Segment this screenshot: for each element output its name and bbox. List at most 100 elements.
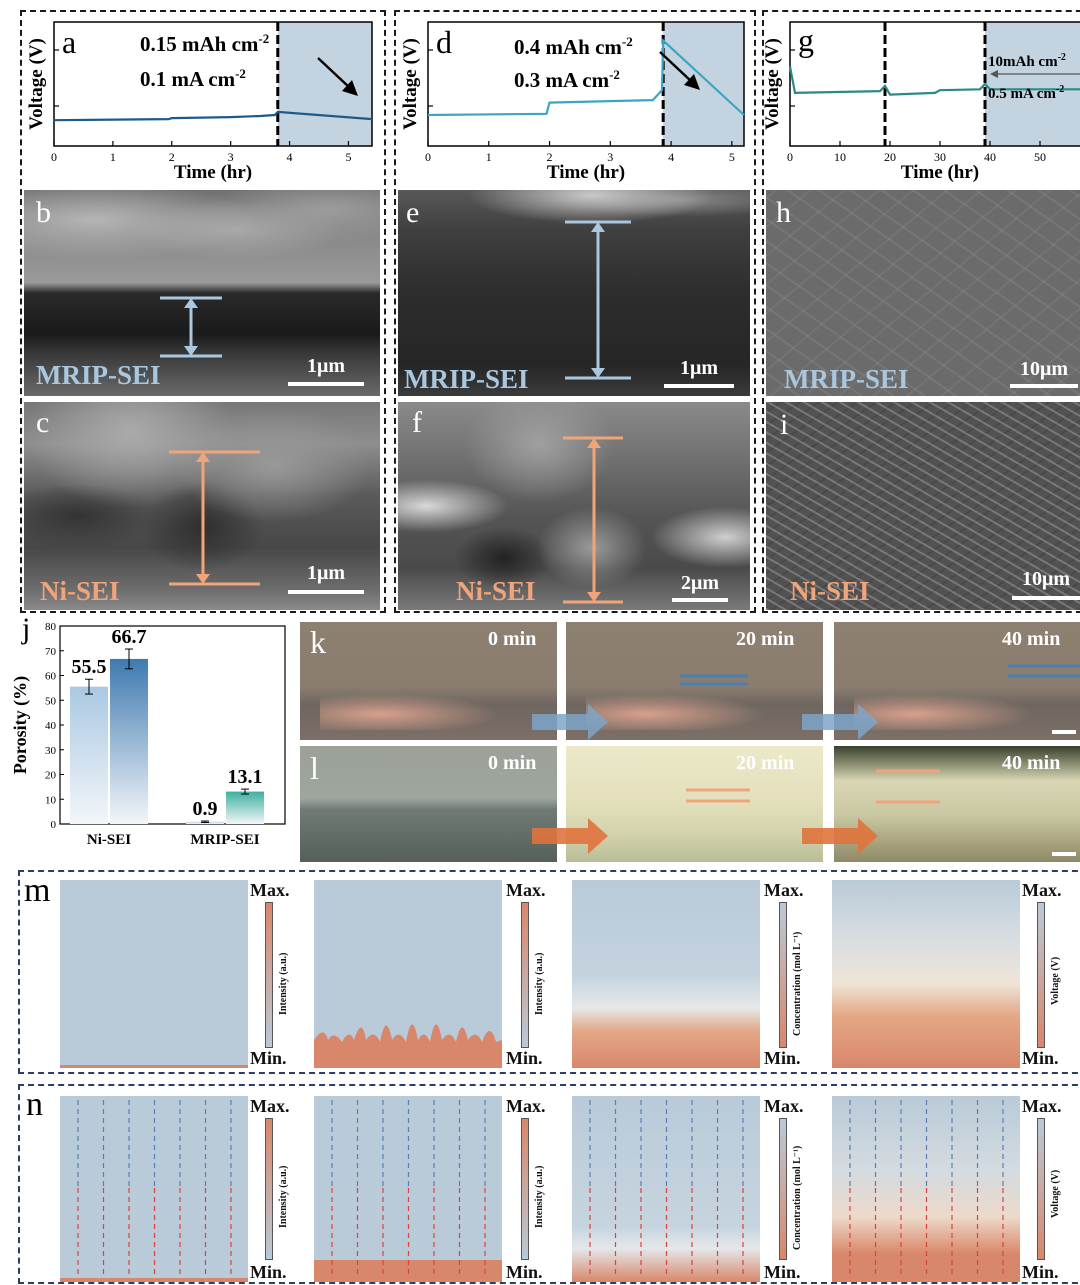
j-y-tick-label: 80 bbox=[45, 621, 57, 633]
scale-text-h: 10μm bbox=[1020, 358, 1068, 380]
cb-m3-min: Min. bbox=[764, 1048, 801, 1068]
sem-texture-b bbox=[24, 190, 380, 290]
scale-text-c: 1μm bbox=[307, 562, 345, 584]
cb-m4-title: Voltage (V) bbox=[1050, 956, 1061, 1005]
trend-arrow-line bbox=[659, 51, 693, 83]
cb-n3-max: Max. bbox=[764, 1096, 804, 1116]
scale-bar-b bbox=[288, 382, 364, 386]
chart-g-capacity: 10mAh cm bbox=[988, 54, 1058, 70]
sem-image-h bbox=[766, 190, 1080, 396]
cb-n4-max: Max. bbox=[1022, 1096, 1062, 1116]
j-y-tick-label: 70 bbox=[45, 646, 57, 658]
panel-letter-j: j bbox=[22, 612, 31, 645]
d-x-tick-label: 5 bbox=[729, 150, 735, 164]
scale-bar-h bbox=[1010, 384, 1078, 388]
cb-m2-min: Min. bbox=[506, 1048, 543, 1068]
panel-letter-b: b bbox=[36, 196, 51, 229]
time-label-l3: 40 min bbox=[1002, 752, 1061, 774]
cb-m1-title: Intensity (a.u.) bbox=[278, 952, 289, 1015]
cb-n4-bar bbox=[1037, 1118, 1045, 1260]
group-frame-d-f bbox=[394, 10, 756, 613]
panel-letter-l: l bbox=[310, 750, 319, 786]
cb-n1-bar bbox=[265, 1118, 273, 1260]
d-x-tick-label: 4 bbox=[668, 150, 674, 164]
cb-m3-title: Concentration (mol L⁻¹) bbox=[792, 931, 803, 1036]
a-shaded-region bbox=[277, 22, 372, 146]
sem-label-c: Ni-SEI bbox=[40, 576, 120, 606]
j-category-label: Ni-SEI bbox=[87, 832, 131, 848]
scale-text-f: 2μm bbox=[681, 572, 719, 594]
a-x-tick-label: 2 bbox=[169, 150, 175, 164]
j-bar bbox=[110, 658, 148, 824]
scale-bar-i bbox=[1012, 596, 1080, 600]
d-voltage-curve bbox=[427, 38, 745, 117]
chart-d-capacity: 0.4 mAh cm bbox=[514, 35, 622, 59]
group-frame-n bbox=[18, 1084, 1080, 1284]
sem-image-c bbox=[24, 402, 380, 610]
scale-bar-e bbox=[664, 384, 734, 388]
optical-image-k2 bbox=[566, 622, 823, 740]
j-y-tick-label: 30 bbox=[45, 745, 57, 757]
time-label-k2: 20 min bbox=[736, 628, 795, 650]
sem-label-h: MRIP-SEI bbox=[784, 364, 909, 394]
j-y-tick-label: 50 bbox=[45, 695, 57, 707]
cb-m2-title: Intensity (a.u.) bbox=[534, 952, 545, 1015]
thickness-marker-b bbox=[160, 296, 222, 358]
j-y-tick-label: 20 bbox=[45, 770, 57, 782]
voltage-chart-d: 0 1 2 3 4 5 Time (hr) Voltage (V) bbox=[400, 21, 745, 183]
chart-g-current: 0.5 mA cm bbox=[988, 86, 1056, 102]
j-bar bbox=[226, 791, 264, 824]
optical-image-l2 bbox=[566, 746, 823, 862]
panel-letter-a: a bbox=[62, 24, 77, 60]
optical-highlight-k3 bbox=[854, 690, 1054, 730]
cb-m4-bar bbox=[1037, 902, 1045, 1048]
cb-m2-bar bbox=[521, 902, 529, 1048]
panel-letter-k: k bbox=[310, 624, 326, 660]
cb-n1-title: Intensity (a.u.) bbox=[278, 1165, 289, 1228]
cb-n1-max: Max. bbox=[250, 1096, 290, 1116]
a-ylabel: Voltage (V) bbox=[26, 38, 47, 130]
porosity-bar-chart: 0 10 20 30 40 50 60 70 80 Porosity (%) 55.566.7 Ni-… bbox=[10, 621, 286, 848]
chart-a-condition: 0.15 mAh cm-2 0.1 mA cm-2 bbox=[140, 24, 269, 94]
chart-d-current-exp: -2 bbox=[609, 67, 620, 82]
panel-letter-c: c bbox=[36, 406, 50, 439]
g-range-arrow-head bbox=[990, 70, 998, 78]
trend-arrow-head bbox=[684, 74, 700, 90]
thickness-marker-c bbox=[169, 450, 260, 586]
thickness-marker-e bbox=[565, 220, 631, 380]
scale-bar-f bbox=[672, 598, 728, 602]
cb-n2-bar bbox=[521, 1118, 529, 1260]
sim-m4 bbox=[832, 880, 1020, 1068]
cb-n3-title: Concentration (mol L⁻¹) bbox=[792, 1145, 803, 1250]
cb-n3-bar bbox=[779, 1118, 787, 1260]
cb-n2-max: Max. bbox=[506, 1096, 546, 1116]
time-label-l2: 20 min bbox=[736, 752, 795, 774]
sim-m1-deposit bbox=[60, 1065, 248, 1068]
cb-m2-max: Max. bbox=[506, 880, 546, 900]
sem-label-e: MRIP-SEI bbox=[404, 364, 529, 394]
d-x-tick-label: 3 bbox=[607, 150, 613, 164]
scale-text-e: 1μm bbox=[680, 357, 718, 379]
g-ylabel: Voltage (V) bbox=[764, 38, 783, 130]
d-x-tick-label: 0 bbox=[425, 150, 431, 164]
sem-texture-i bbox=[766, 402, 1080, 610]
sem-image-i bbox=[766, 402, 1080, 610]
cb-n2-min: Min. bbox=[506, 1262, 543, 1282]
panel-letter-g: g bbox=[798, 22, 814, 58]
cb-n2-title: Intensity (a.u.) bbox=[534, 1165, 545, 1228]
cb-n1-min: Min. bbox=[250, 1262, 287, 1282]
time-label-l1: 0 min bbox=[488, 752, 537, 774]
chart-d-condition: 0.4 mAh cm-2 0.3 mA cm-2 bbox=[514, 28, 633, 94]
chart-d-current: 0.3 mA cm bbox=[514, 68, 610, 92]
sem-texture-h bbox=[766, 190, 1080, 396]
j-y-tick-label: 10 bbox=[45, 794, 57, 806]
sim-m2 bbox=[314, 880, 502, 1068]
a-x-tick-label: 0 bbox=[51, 150, 57, 164]
cb-m4-min: Min. bbox=[1022, 1048, 1059, 1068]
trend-arrow-line bbox=[317, 57, 351, 89]
cb-n4-min: Min. bbox=[1022, 1262, 1059, 1282]
optical-image-l3 bbox=[834, 746, 1080, 862]
sem-label-b: MRIP-SEI bbox=[36, 360, 161, 390]
sem-label-f: Ni-SEI bbox=[456, 576, 536, 606]
group-frame-g-i bbox=[762, 10, 1080, 613]
